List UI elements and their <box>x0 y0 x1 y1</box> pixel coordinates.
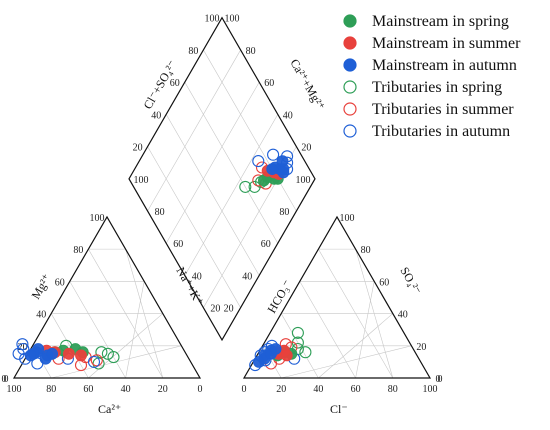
cation-bottom-tick: 20 <box>158 384 168 395</box>
legend-label: Tributaries in autumn <box>372 123 510 140</box>
cation-bottom-tick: 40 <box>121 384 131 395</box>
anion-right-tick: 40 <box>398 310 408 321</box>
anion-bottom-axis-label: Cl⁻ <box>330 402 348 416</box>
diamond-right-tick: 20 <box>301 143 311 154</box>
cation-left-tick: 20 <box>18 342 28 353</box>
anion-bottom-tick: 40 <box>313 384 323 395</box>
center-left-tick: 40 <box>192 271 202 282</box>
legend-label: Mainstream in summer <box>372 35 521 52</box>
legend-marker <box>343 80 357 94</box>
anion-point <box>252 355 265 368</box>
center-right-tick: 100 <box>296 175 311 186</box>
center-right-tick: 40 <box>242 271 252 282</box>
legend-marker <box>343 36 357 50</box>
anion-right-tick: 80 <box>361 245 371 256</box>
anion-right-tick: 20 <box>416 342 426 353</box>
legend-marker <box>343 58 357 72</box>
legend: Mainstream in spring Mainstream in summer… <box>343 13 521 140</box>
center-left-tick: 60 <box>173 239 183 250</box>
anion-bottom-tick: 0 <box>242 384 247 395</box>
diamond-left-tick: 20 <box>133 143 143 154</box>
cation-bottom-tick: 0 <box>198 384 203 395</box>
legend-label: Mainstream in autumn <box>372 57 517 74</box>
diamond-point <box>266 163 279 176</box>
diamond-left-tick: 60 <box>170 78 180 89</box>
cation-left-tick: 60 <box>55 277 65 288</box>
cation-point <box>17 342 30 356</box>
diamond-right-axis-label: Ca²⁺+Mg²⁺ <box>287 57 327 113</box>
anion-left-axis-label: HCO₃⁻ <box>264 277 294 315</box>
anion-point <box>291 336 304 349</box>
cation-point <box>63 347 75 360</box>
anion-point <box>291 326 304 339</box>
anion-point <box>299 346 312 359</box>
cation-point <box>16 338 29 351</box>
grid-lines <box>32 49 412 379</box>
cation-point <box>46 347 58 360</box>
center-right-tick: 80 <box>279 207 289 218</box>
legend-marker <box>343 124 357 138</box>
tick-labels: 0 0 0 0 20 20 20 20 40 40 40 40 60 60 60 60 80 80 80 80 100 1… <box>2 14 443 395</box>
data-points <box>12 148 312 372</box>
anion-bottom-tick: 80 <box>388 384 398 395</box>
legend-label: Tributaries in spring <box>372 79 502 96</box>
anion-point <box>280 349 293 362</box>
plot-frame <box>12 16 432 379</box>
cation-left-tick: 100 <box>90 213 105 224</box>
diamond-point <box>276 155 289 168</box>
anion-point <box>269 343 282 355</box>
diamond-right-tick: 100 <box>225 14 240 25</box>
cation-bottom-tick: 100 <box>7 384 22 395</box>
legend-marker <box>343 14 357 28</box>
cation-point <box>87 355 101 368</box>
diamond-point <box>239 180 252 193</box>
anion-bottom-tick: 100 <box>423 384 438 395</box>
cation-bottom-tick: 80 <box>46 384 56 395</box>
anion-right-tick: 100 <box>340 213 355 224</box>
cation-point <box>75 349 87 362</box>
cation-corner-tick: 0 <box>4 374 9 385</box>
anion-right-axis-label: SO₄²⁻ <box>397 265 424 298</box>
cation-point <box>90 354 103 367</box>
center-left-tick: 20 <box>210 304 220 315</box>
legend-label: Mainstream in spring <box>372 13 509 30</box>
cation-point <box>101 347 114 360</box>
anion-right-tick: 60 <box>379 277 389 288</box>
legend-label: Tributaries in summer <box>372 101 514 118</box>
cation-bottom-axis-label: Ca²⁺ <box>98 402 121 416</box>
anion-bottom-tick: 20 <box>276 384 286 395</box>
center-left-tick: 100 <box>134 175 149 186</box>
anion-bottom-tick: 60 <box>351 384 361 395</box>
center-right-tick: 20 <box>224 304 234 315</box>
diamond-point <box>252 155 265 168</box>
diamond-right-tick: 40 <box>283 110 293 121</box>
legend-marker <box>343 102 357 116</box>
diamond-left-tick: 100 <box>205 14 220 25</box>
cation-bottom-tick: 60 <box>83 384 93 395</box>
cation-left-tick: 40 <box>36 310 46 321</box>
anion-right-tick: 0 <box>438 374 443 385</box>
diamond-left-tick: 80 <box>188 46 198 57</box>
diamond-left-tick: 40 <box>151 110 161 121</box>
diamond-point <box>277 166 290 179</box>
center-right-tick: 60 <box>261 239 271 250</box>
cation-left-axis-label: Mg²⁺ <box>28 271 53 301</box>
diamond-point <box>267 148 280 161</box>
anion-corner-tick: 0 <box>436 374 441 385</box>
cation-point <box>95 346 108 359</box>
center-left-tick: 80 <box>155 207 165 218</box>
cation-left-tick: 0 <box>2 374 7 385</box>
diamond-right-tick: 80 <box>246 46 256 57</box>
diamond-right-tick: 60 <box>264 78 274 89</box>
cation-point <box>24 349 37 362</box>
cation-left-tick: 80 <box>73 245 83 256</box>
